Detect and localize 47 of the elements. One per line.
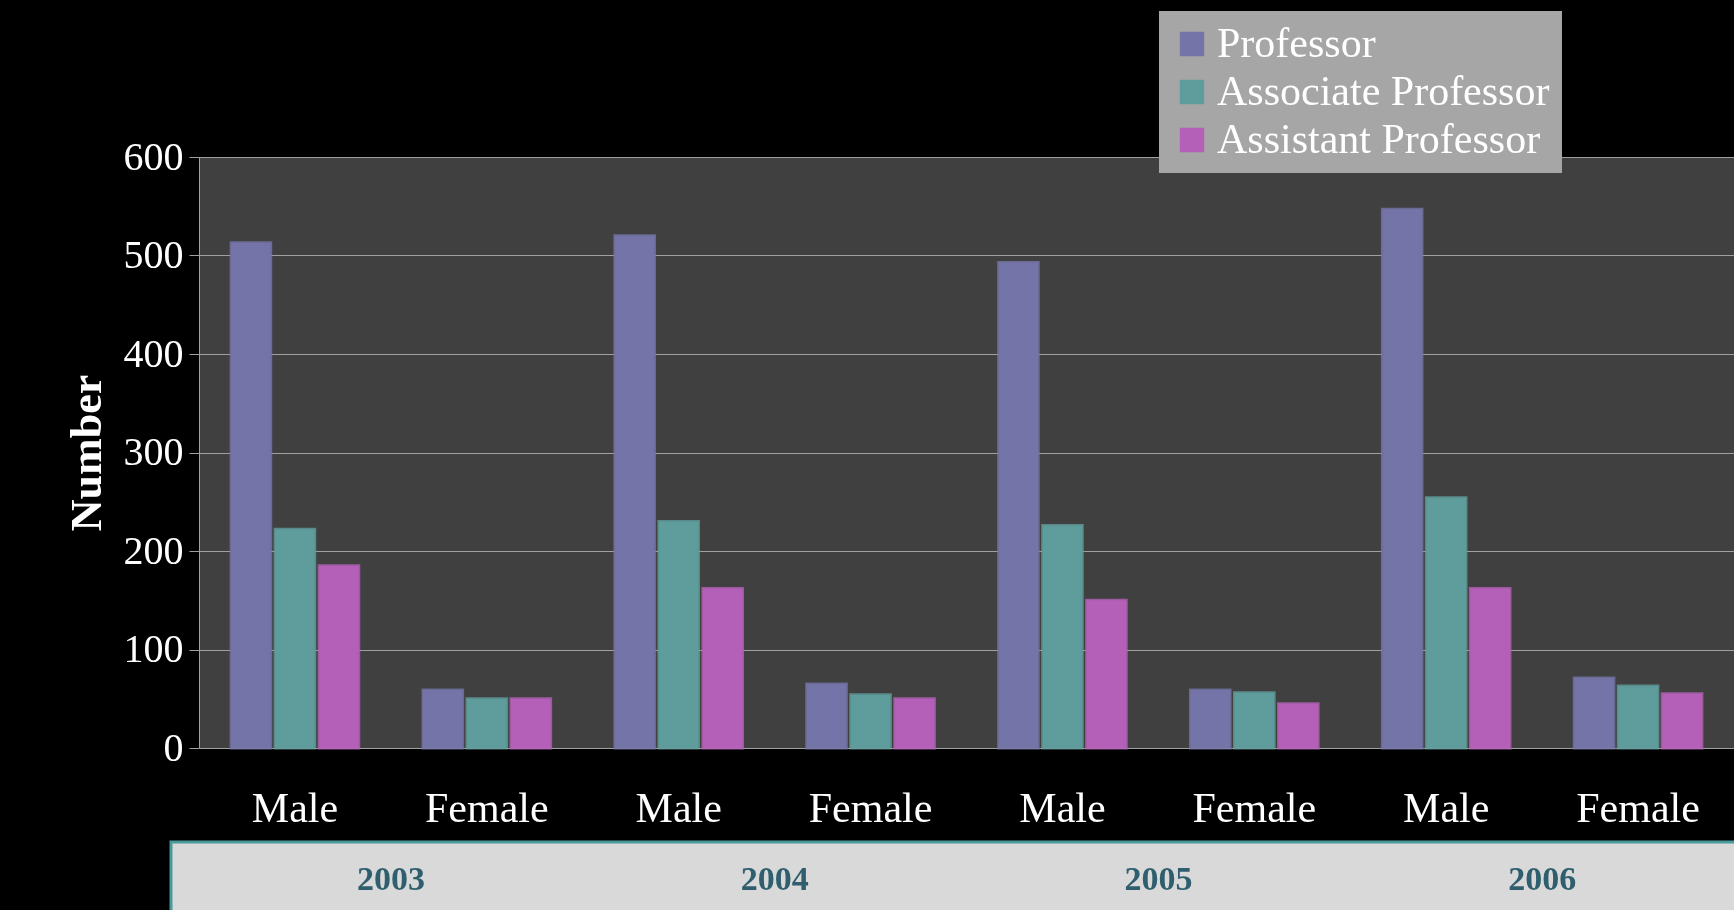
bar xyxy=(613,234,656,750)
text: 2005 xyxy=(1124,860,1193,897)
bar xyxy=(1572,676,1616,750)
x-tick-label: Male xyxy=(1019,784,1106,831)
legend-label: Assistant Professor xyxy=(1217,116,1541,162)
bar xyxy=(1189,688,1232,750)
x-tick-label: Female xyxy=(1192,784,1317,831)
bar xyxy=(509,697,553,750)
bar xyxy=(229,241,273,750)
bar xyxy=(317,564,361,750)
x-tick-label: Male xyxy=(251,784,339,831)
bar xyxy=(657,519,700,750)
bar xyxy=(1660,692,1704,750)
bar xyxy=(893,697,936,750)
text: 2003 xyxy=(356,860,425,897)
bar xyxy=(1085,598,1128,750)
y-tick-label: 600 xyxy=(123,133,184,179)
bar xyxy=(997,260,1040,750)
y-tick-label: 300 xyxy=(123,429,184,474)
y-tick-label: 100 xyxy=(123,626,184,671)
bar xyxy=(1380,207,1424,750)
bar xyxy=(1616,684,1660,750)
y-axis-title: Number xyxy=(61,374,111,532)
legend-label: Associate Professor xyxy=(1217,68,1550,114)
bar xyxy=(1424,496,1468,750)
bar xyxy=(1041,523,1084,750)
y-tick-label: 0 xyxy=(163,724,184,770)
text: 2004 xyxy=(740,860,809,897)
x-tick-label: Male xyxy=(635,784,722,831)
bar xyxy=(421,688,465,750)
legend-label: Professor xyxy=(1217,20,1376,66)
bar xyxy=(1233,691,1276,750)
bar xyxy=(849,693,892,750)
x-tick-label: Female xyxy=(425,784,549,831)
bar xyxy=(805,682,848,750)
bar xyxy=(1468,586,1512,750)
y-tick-label: 200 xyxy=(123,527,184,573)
y-tick-label: 500 xyxy=(123,232,184,277)
bar xyxy=(273,527,317,750)
x-tick-label: Male xyxy=(1403,784,1490,831)
bar xyxy=(1277,702,1320,750)
x-tick-label: Female xyxy=(808,784,933,831)
bar xyxy=(465,697,509,750)
x-tick-label: Female xyxy=(1576,784,1700,831)
bar xyxy=(701,586,744,750)
text: 2006 xyxy=(1508,860,1577,897)
y-tick-label: 400 xyxy=(123,330,184,376)
